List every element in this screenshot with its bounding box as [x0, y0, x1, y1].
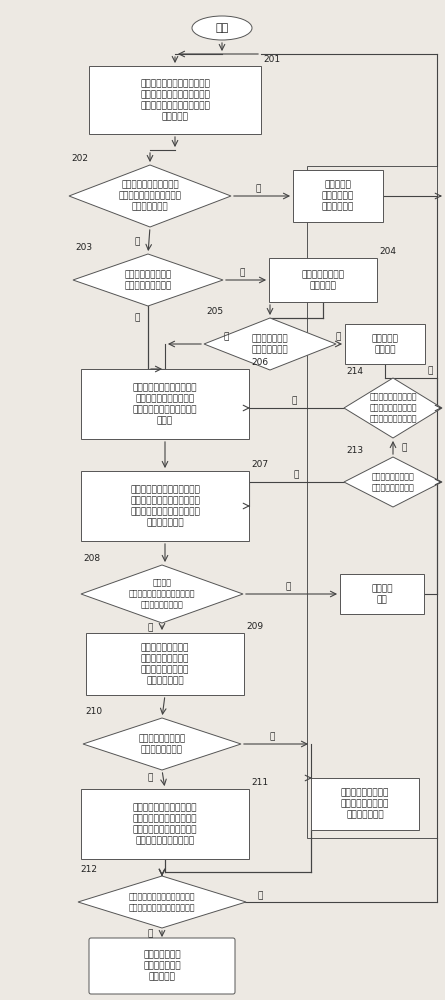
- Polygon shape: [83, 718, 241, 770]
- Text: 否: 否: [134, 237, 140, 246]
- FancyBboxPatch shape: [81, 369, 249, 439]
- Text: 返回错误信
息，清除缓存
区内容，结束: 返回错误信 息，清除缓存 区内容，结束: [322, 180, 354, 212]
- Text: 是: 是: [255, 184, 261, 194]
- Text: 终端判断协商通
讯参数是否成功: 终端判断协商通 讯参数是否成功: [251, 334, 288, 354]
- Text: 否: 否: [239, 268, 245, 277]
- Text: 返回当前响应数
据，清除缓存区
内容，结束: 返回当前响应数 据，清除缓存区 内容，结束: [143, 950, 181, 982]
- FancyBboxPatch shape: [311, 778, 419, 830]
- Text: 是: 是: [401, 444, 407, 452]
- Text: 207: 207: [251, 460, 268, 469]
- FancyBboxPatch shape: [345, 324, 425, 364]
- FancyBboxPatch shape: [89, 66, 261, 134]
- Text: 开始: 开始: [215, 23, 229, 33]
- Polygon shape: [69, 165, 231, 227]
- Text: 终端判断采集时间是
否超过第一预设时间: 终端判断采集时间是 否超过第一预设时间: [372, 472, 414, 492]
- Text: 209: 209: [246, 622, 263, 631]
- Text: 202: 202: [71, 154, 88, 163]
- Text: 210: 210: [85, 707, 102, 716]
- Text: 203: 203: [75, 243, 92, 252]
- Text: 终端判断
采集到的外接设备返回的响应数
字音频数据是否有效: 终端判断 采集到的外接设备返回的响应数 字音频数据是否有效: [129, 578, 195, 610]
- Text: 将所述转换得到的响
应数据的数据内容作
为当前响应数据: 将所述转换得到的响 应数据的数据内容作 为当前响应数据: [341, 788, 389, 820]
- Text: 是: 是: [147, 624, 153, 633]
- Text: 否: 否: [257, 892, 263, 900]
- Text: 是: 是: [134, 314, 140, 322]
- Text: 否: 否: [336, 332, 341, 342]
- Text: 205: 205: [206, 307, 223, 316]
- Text: 是: 是: [223, 332, 229, 342]
- Polygon shape: [73, 254, 223, 306]
- FancyBboxPatch shape: [293, 170, 383, 222]
- Text: 213: 213: [346, 446, 363, 455]
- Text: 201: 201: [263, 55, 280, 64]
- FancyBboxPatch shape: [340, 574, 424, 614]
- Text: 返回错误信
息，结束: 返回错误信 息，结束: [372, 334, 398, 354]
- Text: 终端与外接设备协
商通讯参数: 终端与外接设备协 商通讯参数: [302, 270, 344, 290]
- Text: 终端通过音频设备采集外接设
备返回的响应音频模拟信号，
将响应音频模拟信号转换成响
应数字音频数据: 终端通过音频设备采集外接设 备返回的响应音频模拟信号， 将响应音频模拟信号转换成…: [130, 485, 200, 527]
- Polygon shape: [81, 565, 243, 623]
- Polygon shape: [344, 378, 442, 438]
- Polygon shape: [344, 457, 442, 507]
- Text: 否: 否: [293, 471, 299, 480]
- Text: 终端对当前响应数据进行校验，
判断当前响应数据是否通过校验: 终端对当前响应数据进行校验， 判断当前响应数据是否通过校验: [129, 892, 195, 912]
- FancyBboxPatch shape: [269, 258, 377, 302]
- Text: 终端对第一超时次数进
行计算，判断计算结果
是否达到第二预设数值: 终端对第一超时次数进 行计算，判断计算结果 是否达到第二预设数值: [369, 392, 417, 424]
- Text: 208: 208: [83, 554, 100, 563]
- Text: 211: 211: [251, 778, 268, 787]
- Text: 输出错误
信息: 输出错误 信息: [371, 584, 393, 604]
- Text: 终端对第一重试次数进行
计算，判断计算结果是否达
到第一预设数值: 终端对第一重试次数进行 计算，判断计算结果是否达 到第一预设数值: [118, 180, 182, 212]
- Text: 是: 是: [147, 930, 153, 938]
- Text: 214: 214: [346, 367, 363, 376]
- Text: 终端将传输数据转换成数字音
频数据，将第一重试次数和第
一超时次数设置为初始值，初
始化缓存区: 终端将传输数据转换成数字音 频数据，将第一重试次数和第 一超时次数设置为初始值，…: [140, 79, 210, 121]
- Text: 终端继续对响应数字
音频数据的数据内容
进行转换，得到响应
数据的数据内容: 终端继续对响应数字 音频数据的数据内容 进行转换，得到响应 数据的数据内容: [141, 643, 189, 685]
- Text: 是: 是: [147, 774, 153, 782]
- Text: 终端将缓存区中的当前响应
数据与转换得到的响应数据
的数据内容顺序组合，用组
合结果更新当前响应数据: 终端将缓存区中的当前响应 数据与转换得到的响应数据 的数据内容顺序组合，用组 合…: [133, 803, 197, 845]
- Text: 否: 否: [269, 732, 275, 742]
- Text: 终端通过音频设备将数字音
频数据转换成音频模拟信
号，向外接设备输出音频模
拟信号: 终端通过音频设备将数字音 频数据转换成音频模拟信 号，向外接设备输出音频模 拟信…: [133, 383, 197, 425]
- Text: 终端判断缓存区中是
否有当前响应数据: 终端判断缓存区中是 否有当前响应数据: [138, 734, 186, 754]
- Text: 是: 是: [427, 366, 433, 375]
- FancyBboxPatch shape: [81, 789, 249, 859]
- Text: 204: 204: [379, 247, 396, 256]
- FancyBboxPatch shape: [89, 938, 235, 994]
- Text: 终端判断是否已与外
接设备协商通讯参数: 终端判断是否已与外 接设备协商通讯参数: [124, 270, 172, 290]
- Text: 212: 212: [80, 865, 97, 874]
- Polygon shape: [204, 318, 336, 370]
- Text: 206: 206: [251, 358, 268, 367]
- Text: 否: 否: [285, 582, 291, 591]
- FancyBboxPatch shape: [86, 633, 244, 695]
- FancyBboxPatch shape: [81, 471, 249, 541]
- Text: 否: 否: [291, 396, 297, 406]
- Ellipse shape: [192, 16, 252, 40]
- Polygon shape: [78, 876, 246, 928]
